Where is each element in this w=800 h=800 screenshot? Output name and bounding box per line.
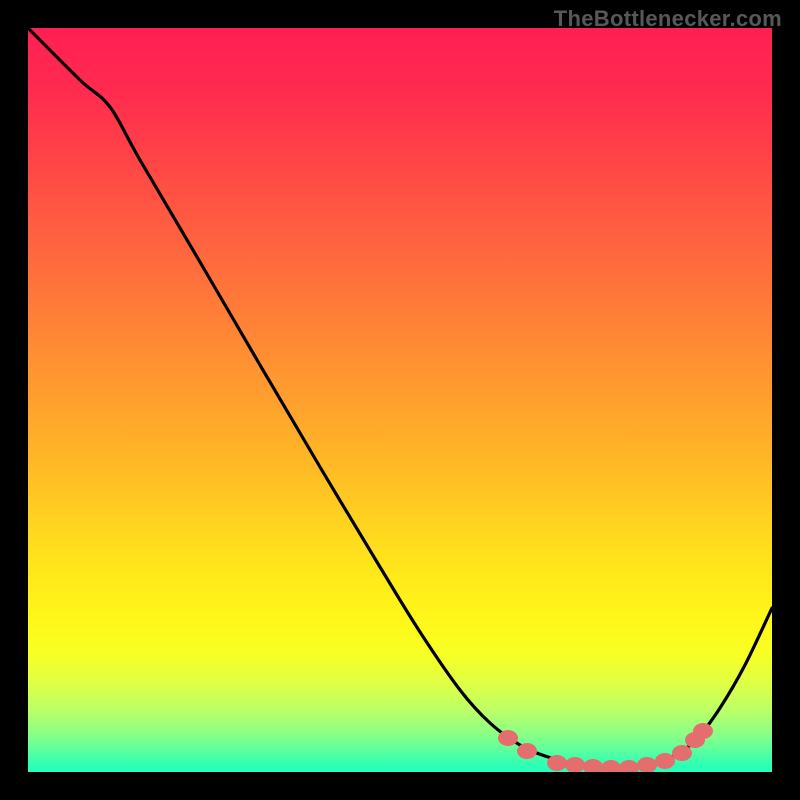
gradient-plot [0,0,800,800]
watermark-text: TheBottlenecker.com [554,6,782,32]
marker-dot [517,743,537,759]
gradient-background [28,28,772,772]
marker-dot [565,757,585,773]
bottleneck-chart: TheBottlenecker.com [0,0,800,800]
marker-dot [693,723,713,739]
marker-dot [637,757,657,773]
marker-dot [547,755,567,771]
marker-dot [498,730,518,746]
marker-dot [672,745,692,761]
marker-dot [655,753,675,769]
